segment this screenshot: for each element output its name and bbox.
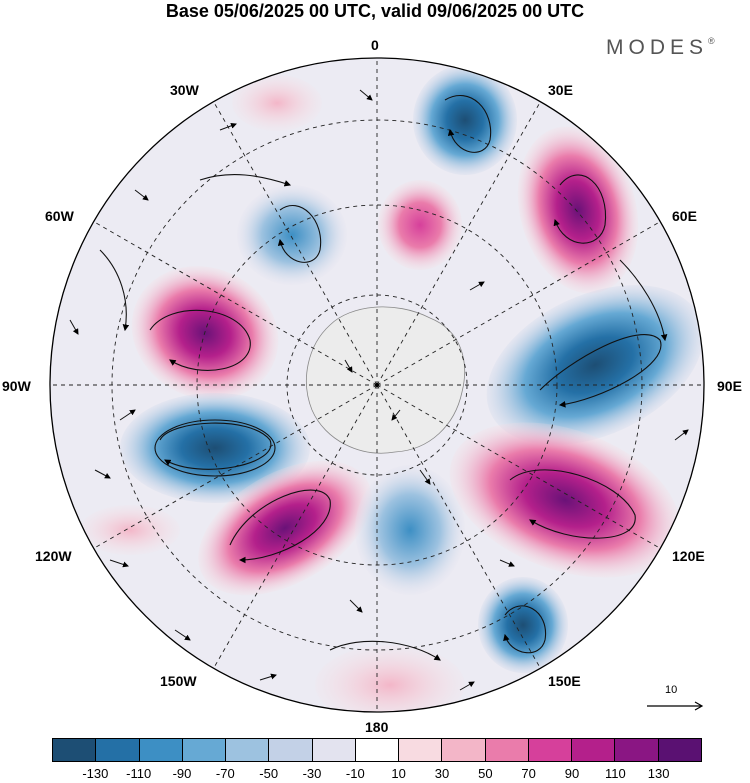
- colorbar-swatch: [312, 739, 356, 761]
- lon-label-90e: 90E: [717, 378, 742, 394]
- colorbar-swatch: [96, 739, 140, 761]
- colorbar-swatch: [528, 739, 573, 761]
- colorbar-tick-label: 70: [521, 766, 536, 781]
- colorbar-swatch: [53, 739, 97, 761]
- lon-label-30e: 30E: [548, 82, 573, 98]
- south-pole-marker: [375, 383, 379, 387]
- colorbar-tick-label: -70: [215, 766, 235, 781]
- colorbar-tick-label: -130: [82, 766, 109, 781]
- colorbar-swatch: [139, 739, 183, 761]
- colorbar-tick-label: -30: [302, 766, 322, 781]
- modes-logo: MODES®: [606, 36, 715, 59]
- anomaly-field: [50, 58, 704, 712]
- polar-stereographic-map: [49, 57, 705, 713]
- lon-label-150e: 150E: [548, 673, 581, 689]
- colorbar-swatch: [572, 739, 616, 761]
- lon-label-150w: 150W: [160, 673, 197, 689]
- colorbar-tick-label: -10: [345, 766, 365, 781]
- colorbar-tick-label: 110: [604, 766, 626, 781]
- colorbar-tick-label: 130: [647, 766, 670, 781]
- lon-label-90w: 90W: [2, 378, 31, 394]
- colorbar-swatch: [226, 739, 270, 761]
- colorbar-tick-label: 30: [434, 766, 450, 781]
- lon-label-0: 0: [371, 37, 379, 53]
- colorbar-swatch: [485, 739, 529, 761]
- colorbar-swatch: [442, 739, 486, 761]
- lon-label-60e: 60E: [672, 208, 697, 224]
- colorbar: [52, 738, 702, 762]
- reference-vector-label: 10: [665, 684, 678, 696]
- lon-label-60w: 60W: [45, 208, 74, 224]
- colorbar-tick-label: -50: [259, 766, 279, 781]
- reference-vector: 10: [645, 684, 705, 714]
- colorbar-swatch: [615, 739, 659, 761]
- lon-label-120e: 120E: [672, 548, 705, 564]
- lon-label-120w: 120W: [35, 548, 72, 564]
- colorbar-tick-label: -110: [126, 766, 152, 781]
- map-title: Base 05/06/2025 00 UTC, valid 09/06/2025…: [165, 1, 585, 21]
- map-boundary: [49, 57, 705, 713]
- lon-label-30w: 30W: [170, 82, 199, 98]
- colorbar-tick-label: 90: [564, 766, 580, 781]
- colorbar-swatch: [269, 739, 313, 761]
- colorbar-swatch: [658, 739, 701, 761]
- colorbar-swatch: [355, 739, 400, 761]
- colorbar-tick-label: 50: [478, 766, 493, 781]
- colorbar-tick-label: -90: [172, 766, 192, 781]
- colorbar-swatch: [182, 739, 227, 761]
- lon-label-180: 180: [365, 719, 389, 735]
- colorbar-swatch: [399, 739, 443, 761]
- colorbar-tick-label: 10: [391, 766, 406, 781]
- colorbar-ticks: -130 -110 -90 -70 -50 -30 -10 10 30 50 70 90 110 130: [52, 766, 702, 782]
